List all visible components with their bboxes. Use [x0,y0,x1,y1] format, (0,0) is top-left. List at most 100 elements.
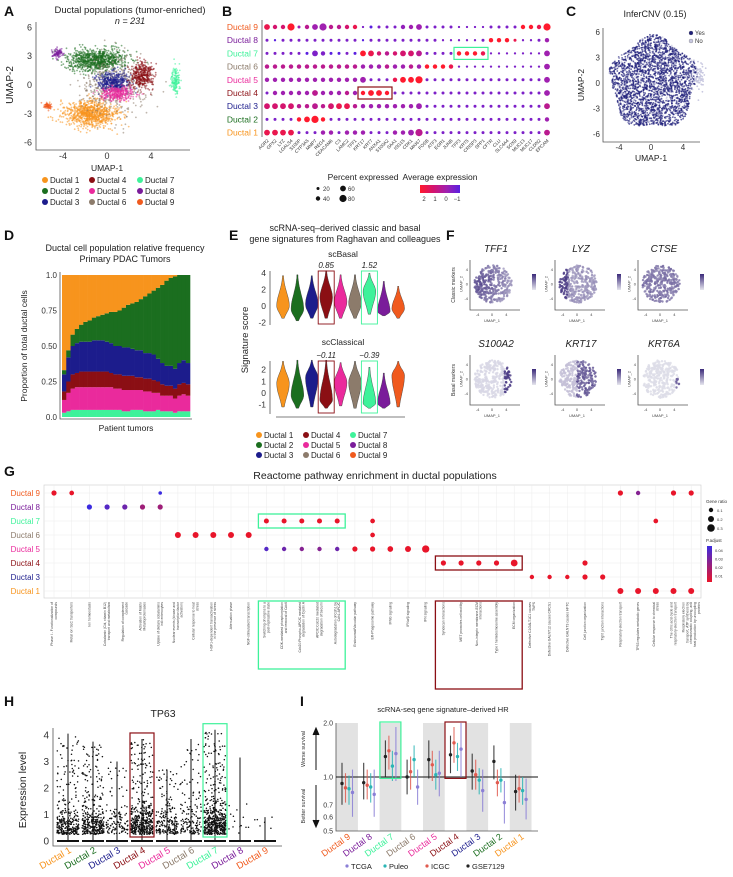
dot-ductal-3-CFTR [489,104,493,108]
dot-ductal-3-CEACAM6 [328,103,334,110]
umap-point [58,49,61,52]
umap-point [96,105,98,108]
cnv-point [639,41,641,43]
dot-ductal-5-S100A2 [385,78,389,82]
dot-ductal-8-TFF1 [353,38,357,42]
dot-ductal-5-MUC17 [529,78,533,82]
dot-ductal-4-MMP7 [312,90,318,96]
dot-ductal-7-SOX9 [513,52,517,55]
dot-ductal-9-CEACAM6 [328,24,334,30]
umap-point [100,75,103,77]
dot-ductal-5-TFF3 [457,78,461,82]
cnv-point [636,87,638,89]
umap-point [135,72,138,75]
dot-ductal-3-TFF3 [457,104,461,108]
dot-ductal-1-MUC17 [529,131,533,135]
dot-ductal-6-KRT17 [360,64,366,69]
umap-point [122,75,125,78]
umap-point [142,71,145,74]
umap-point [120,64,123,67]
dot-ductal-5-LYZ [280,77,286,83]
umap-point [115,55,118,58]
umap-point [88,97,91,100]
umap-point [105,90,108,93]
dot-ductal-9-MMP7 [312,24,318,30]
umap-point [93,60,96,63]
dot-ductal-4-ISG15 [401,91,405,95]
umap-point [86,49,89,52]
dot-ductal-9-S100P [297,25,301,29]
umap-point [106,51,109,54]
umap-point [124,57,127,60]
umap-point [140,91,143,93]
colorbar-tick: −1 [454,197,462,203]
umap-point [114,107,117,110]
dot-ductal-5-SAA1 [392,77,398,83]
dot-ductal-8-CYP3A5 [305,38,309,42]
umap-point [116,78,119,81]
umap-point [83,109,86,111]
umap-point [76,125,79,128]
dot-ductal-1-KRT5 [465,131,469,135]
umap-point [118,104,121,106]
umap-point [140,74,143,76]
dot-ductal-6-S100A2 [384,64,390,69]
umap-point [89,61,92,64]
umap-point [131,111,134,114]
umap-point [84,48,87,50]
umap-point [91,85,94,87]
umap-point [171,83,174,85]
umap-point [79,121,82,124]
legend-label: Ductal 7 [145,176,175,185]
umap-point [117,108,120,111]
umap-point [134,104,137,107]
dot-ductal-9-SPP1 [481,25,485,29]
umap-point [108,85,110,88]
dot-ductal-3-KRT7 [368,104,374,109]
umap-point [144,82,147,85]
umap-point [75,60,77,63]
umap-point [125,100,128,103]
umap-point [117,46,120,49]
dot-ductal-6-MUC17 [529,65,533,68]
umap-point [128,82,131,84]
umap-point [69,68,71,71]
umap-point [114,92,116,95]
umap-point [125,54,128,57]
umap-point [73,72,76,75]
legend-label: Ductal 4 [97,176,127,185]
umap-point [64,56,67,59]
umap-point [78,109,81,112]
dot-ductal-8-SPP1 [481,38,485,42]
umap-point [110,122,113,125]
dot-ductal-8-LYZ [281,38,285,42]
dot-ductal-7-CDK1 [408,50,414,57]
legend-swatch [42,177,48,183]
dot-ductal-5-SPP1 [481,78,485,82]
umap-point [87,123,90,125]
dot-ductal-7-SLC4A4 [505,52,509,55]
umap-point [80,56,82,59]
dot-ductal-7-ANXA1 [376,51,382,56]
dot-ductal-7-LAMC2 [345,51,349,55]
umap-point [84,63,87,66]
umap-point [85,88,88,91]
umap-point [131,68,133,71]
dot-ductal-6-LAMC2 [344,64,350,69]
umap-point [111,129,114,132]
dot-ductal-5-AGR2 [264,77,270,83]
umap-point [114,67,117,70]
dot-ductal-3-LAMC2 [344,103,350,110]
umap-point [127,100,130,102]
dot-ductal-2-KRT5 [465,117,469,121]
dot-ductal-4-LYZ [280,90,286,96]
umap-point [101,65,103,68]
umap-point [117,61,120,64]
dot-ductal-1-CLU [497,131,501,135]
umap-point [83,46,86,49]
umap-point [80,59,82,61]
dot-ductal-5-ATF3 [433,78,437,82]
dot-ductal-3-EGR1 [441,104,445,108]
umap-point [78,52,81,55]
umap-point [124,67,127,70]
